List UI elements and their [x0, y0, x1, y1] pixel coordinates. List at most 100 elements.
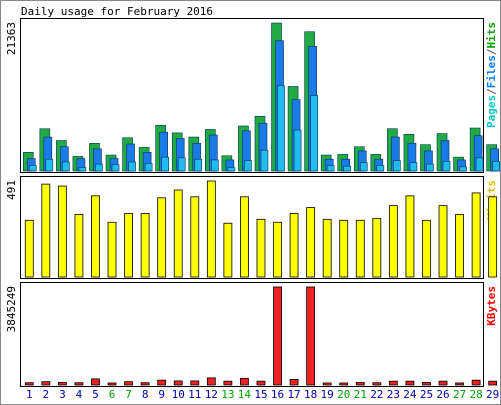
x-tick-label-day-4: 4 [76, 388, 83, 401]
x-tick-label-day-13: 13 [221, 388, 234, 401]
bar-pages-day-2 [45, 158, 54, 172]
bar-kbytes-day-1 [24, 382, 34, 386]
legend-pages_files_hits: Pages/Files/Hits [485, 22, 498, 128]
bar-visits-day-26 [438, 205, 448, 278]
bar-kbytes-day-19 [322, 382, 332, 386]
x-tick-label-day-11: 11 [188, 388, 201, 401]
bar-kbytes-day-8 [140, 382, 150, 386]
bar-visits-day-22 [372, 217, 382, 278]
bar-kbytes-day-17 [289, 378, 299, 386]
x-tick-label-day-8: 8 [142, 388, 149, 401]
bar-pages-day-11 [194, 158, 203, 172]
legend-entry: / [485, 88, 498, 95]
bar-kbytes-day-21 [355, 382, 365, 386]
legend-entry: / [485, 48, 498, 55]
bar-pages-day-21 [359, 162, 368, 172]
bar-pages-day-29 [492, 161, 500, 172]
bar-pages-day-27 [459, 166, 467, 172]
bar-pages-day-1 [28, 165, 37, 172]
x-tick-label-day-3: 3 [59, 388, 66, 401]
x-tick-label-day-9: 9 [158, 388, 165, 401]
bar-kbytes-day-2 [41, 381, 51, 386]
x-axis-day-labels: 1 2 3 4 5 6 7 8 9 10 11 12 13 14 15 16 17 18 19 20 21 22 23 24 2… [26, 388, 499, 401]
bar-pages-day-25 [426, 163, 434, 172]
bar-kbytes-day-24 [405, 380, 415, 386]
bar-visits-day-14 [240, 196, 249, 278]
bar-kbytes-day-23 [388, 380, 398, 386]
bar-visits-day-5 [91, 195, 100, 278]
bar-kbytes-day-9 [157, 379, 167, 386]
x-tick-label-day-16: 16 [271, 388, 284, 401]
bar-pages-day-20 [343, 165, 352, 172]
legend-kbytes: KBytes [485, 286, 498, 326]
bar-visits-day-17 [289, 213, 299, 278]
bar-kbytes-day-18 [306, 286, 316, 386]
bar-visits-day-11 [190, 196, 200, 278]
bar-kbytes-day-22 [372, 382, 382, 386]
bar-pages-day-9 [161, 156, 169, 172]
bar-kbytes-day-11 [190, 380, 200, 386]
bar-pages-day-26 [442, 161, 451, 172]
x-tick-label-day-10: 10 [172, 388, 185, 401]
panel-pages_files_hits: 21363 Pages/Files/Hits [5, 18, 500, 173]
bar-visits-day-12 [206, 180, 216, 278]
bar-pages-day-3 [62, 161, 70, 172]
bar-kbytes-day-10 [173, 380, 183, 386]
bar-pages-day-19 [326, 165, 335, 172]
bar-kbytes-day-7 [124, 381, 133, 386]
ymax-label-visits: 491 [5, 180, 18, 200]
panel-visits: 491Visits [5, 176, 498, 279]
bar-kbytes-day-28 [471, 379, 481, 386]
x-tick-label-day-15: 15 [254, 388, 267, 401]
bar-visits-day-15 [256, 218, 266, 278]
bar-visits-day-16 [273, 221, 282, 278]
bar-kbytes-day-4 [74, 382, 84, 386]
bar-pages-day-24 [409, 162, 418, 172]
bar-kbytes-day-26 [438, 380, 448, 386]
bar-visits-day-6 [107, 221, 117, 278]
bar-visits-day-8 [140, 213, 150, 278]
bar-kbytes-day-20 [339, 382, 349, 386]
bar-pages-day-13 [227, 167, 236, 172]
x-tick-label-day-23: 23 [387, 388, 400, 401]
bar-visits-day-9 [157, 197, 167, 278]
bar-visits-day-20 [339, 219, 349, 278]
ymax-label-pages_files_hits: 21363 [5, 22, 18, 55]
bar-pages-day-6 [111, 164, 120, 172]
x-tick-label-day-22: 22 [370, 388, 383, 401]
bar-visits-day-25 [422, 219, 431, 278]
bar-kbytes-day-5 [91, 378, 100, 386]
legend-entry: KBytes [485, 286, 498, 326]
x-tick-label-day-18: 18 [304, 388, 317, 401]
bar-pages-day-14 [244, 160, 252, 172]
x-tick-label-day-27: 27 [453, 388, 466, 401]
bar-kbytes-day-29 [488, 380, 498, 386]
bar-visits-day-21 [355, 219, 365, 278]
bar-pages-day-22 [376, 165, 385, 172]
bar-kbytes-day-16 [273, 286, 282, 386]
bar-visits-day-7 [124, 213, 133, 278]
x-tick-label-day-12: 12 [205, 388, 218, 401]
bar-pages-day-28 [475, 157, 484, 172]
x-tick-label-day-2: 2 [43, 388, 50, 401]
bar-kbytes-day-6 [107, 382, 117, 386]
bar-pages-day-10 [177, 157, 186, 172]
bar-pages-day-18 [310, 95, 318, 172]
x-tick-label-day-26: 26 [436, 388, 449, 401]
bar-visits-day-29 [488, 196, 498, 278]
legend-entry: Pages [485, 95, 498, 128]
bar-pages-day-16 [277, 85, 285, 172]
bar-visits-day-28 [471, 192, 481, 278]
chart-title: Daily usage for February 2016 [21, 5, 213, 18]
bar-visits-day-19 [322, 218, 332, 278]
bar-kbytes-day-13 [223, 380, 233, 386]
x-tick-label-day-19: 19 [321, 388, 334, 401]
bar-visits-day-3 [57, 185, 67, 278]
bar-kbytes-day-25 [422, 382, 431, 386]
x-tick-label-day-6: 6 [109, 388, 116, 401]
bar-pages-day-15 [260, 149, 269, 172]
x-tick-label-day-24: 24 [403, 388, 417, 401]
panel-frame-kbytes [20, 282, 484, 387]
